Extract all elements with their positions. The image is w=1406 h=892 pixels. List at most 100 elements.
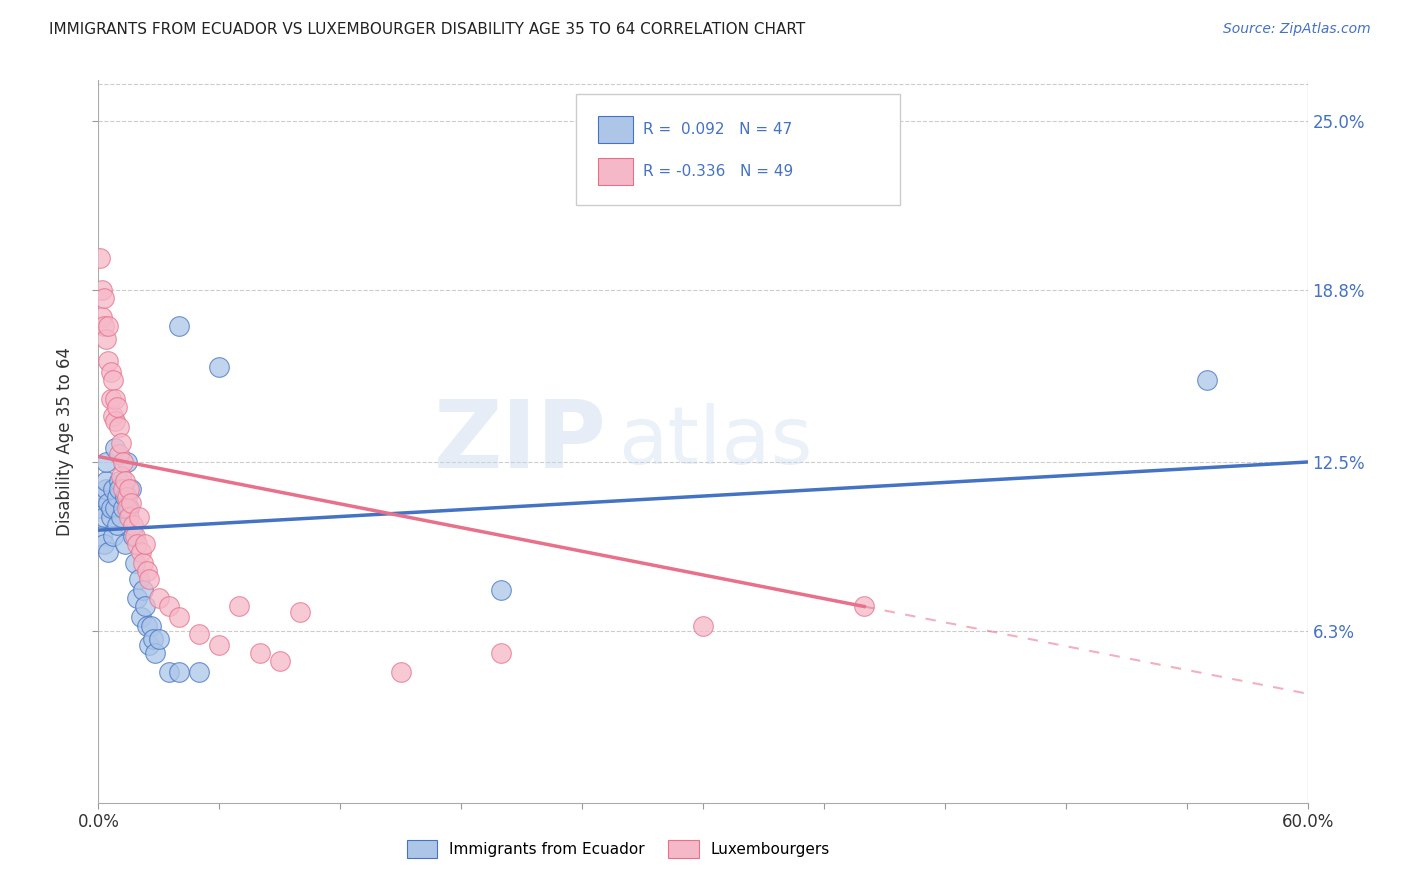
Point [143, 646, 166, 660]
Text: R = -0.336   N = 49: R = -0.336 N = 49 [643, 164, 793, 178]
Point [139, 618, 162, 632]
Point [101, 409, 124, 423]
Point [134, 537, 156, 551]
Point [121, 517, 143, 532]
Point [96, 474, 118, 488]
Point [167, 665, 190, 679]
Point [96, 482, 118, 496]
Point [134, 599, 156, 614]
Point [100, 501, 122, 516]
Point [853, 599, 876, 614]
Point [118, 501, 141, 516]
Point [93, 292, 115, 306]
Text: atlas: atlas [619, 402, 813, 481]
Point [135, 564, 157, 578]
Point [110, 436, 132, 450]
Point [269, 654, 291, 668]
Point [91, 528, 114, 542]
Point [288, 605, 311, 619]
Point [93, 509, 115, 524]
Point [128, 509, 150, 524]
Point [107, 447, 129, 461]
Point [114, 474, 136, 488]
Point [93, 537, 115, 551]
Point [118, 482, 141, 496]
Point [491, 646, 513, 660]
Point [124, 556, 146, 570]
Point [249, 646, 271, 660]
Point [101, 373, 124, 387]
Point [1195, 373, 1218, 387]
Point [138, 572, 160, 586]
Point [100, 509, 122, 524]
Point [118, 509, 141, 524]
Point [101, 482, 124, 496]
Point [128, 572, 150, 586]
Point [157, 665, 180, 679]
Point [103, 414, 125, 428]
Point [121, 528, 143, 542]
Text: IMMIGRANTS FROM ECUADOR VS LUXEMBOURGER DISABILITY AGE 35 TO 64 CORRELATION CHAR: IMMIGRANTS FROM ECUADOR VS LUXEMBOURGER … [49, 22, 806, 37]
Point [188, 626, 211, 640]
Point [97, 496, 120, 510]
Point [103, 442, 125, 456]
Point [208, 638, 231, 652]
Point [91, 310, 114, 325]
Point [107, 482, 129, 496]
Point [124, 528, 146, 542]
Point [97, 354, 120, 368]
Legend: Immigrants from Ecuador, Luxembourgers: Immigrants from Ecuador, Luxembourgers [401, 834, 837, 863]
Point [111, 501, 134, 516]
Point [100, 365, 122, 379]
Point [115, 501, 138, 516]
Text: Source: ZipAtlas.com: Source: ZipAtlas.com [1223, 22, 1371, 37]
Point [107, 474, 129, 488]
Point [167, 610, 190, 624]
Point [125, 537, 148, 551]
Point [105, 491, 128, 505]
Point [103, 392, 125, 407]
Point [115, 491, 138, 505]
Text: ZIP: ZIP [433, 395, 606, 488]
Point [97, 545, 120, 559]
Point [96, 332, 118, 346]
Point [228, 599, 250, 614]
Point [129, 610, 152, 624]
Point [692, 618, 714, 632]
Point [389, 665, 412, 679]
Point [114, 491, 136, 505]
Point [115, 455, 138, 469]
Point [120, 496, 142, 510]
Point [91, 283, 114, 297]
Point [100, 392, 122, 407]
Point [114, 537, 136, 551]
Point [105, 517, 128, 532]
Point [129, 545, 152, 559]
Point [93, 318, 115, 333]
Point [91, 491, 114, 505]
Point [125, 591, 148, 606]
Point [97, 318, 120, 333]
Point [491, 583, 513, 598]
Point [148, 591, 170, 606]
Point [101, 528, 124, 542]
Point [157, 599, 180, 614]
Point [138, 638, 160, 652]
Point [142, 632, 165, 647]
Point [110, 509, 132, 524]
Point [110, 468, 132, 483]
Point [89, 501, 111, 516]
Point [167, 318, 190, 333]
Point [105, 401, 128, 415]
Point [103, 501, 125, 516]
Text: R =  0.092   N = 47: R = 0.092 N = 47 [643, 122, 792, 136]
Y-axis label: Disability Age 35 to 64: Disability Age 35 to 64 [56, 347, 75, 536]
Point [120, 482, 142, 496]
Point [135, 618, 157, 632]
Point [188, 665, 211, 679]
Point [132, 583, 155, 598]
Point [89, 251, 111, 265]
Point [111, 455, 134, 469]
Point [96, 455, 118, 469]
Point [111, 482, 134, 496]
